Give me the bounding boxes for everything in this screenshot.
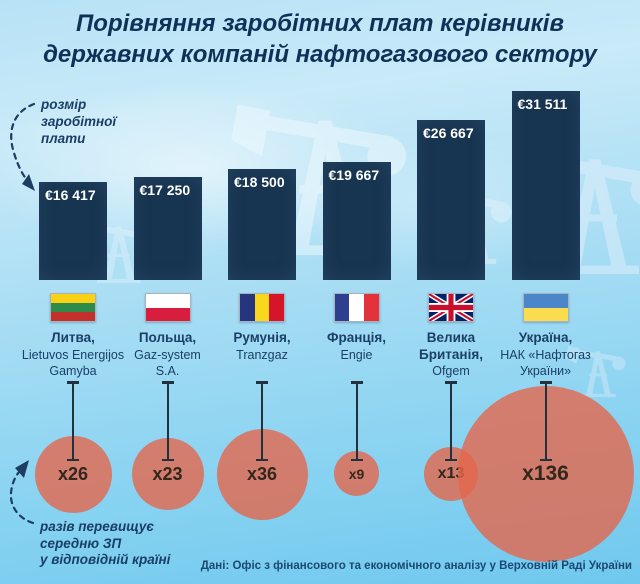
salary-bar: €18 500: [228, 169, 296, 280]
connector-stem: [445, 381, 457, 461]
multiplier-label: x136: [522, 462, 569, 485]
company-name: Gaz-system: [134, 347, 201, 362]
salary-bar: €31 511: [511, 91, 580, 280]
lithuania-flag-icon: [50, 293, 96, 322]
country-name: Литва,: [51, 330, 95, 345]
note-line: плати: [41, 131, 86, 146]
note-line: разів перевищує: [40, 519, 154, 534]
company-name: Gamyba: [49, 363, 97, 378]
note-line: заробітної: [41, 114, 117, 129]
title-line-2: державних компаній нафтогазового сектору: [43, 41, 597, 68]
country-name: Британія,: [419, 346, 483, 362]
column-label: Україна, НАК «Нафтогаз України»: [489, 330, 603, 379]
salary-value-label: €31 511: [517, 96, 568, 112]
company-name: Ofgem: [432, 364, 470, 378]
connector-stem: [256, 381, 268, 461]
salary-value-label: €19 667: [328, 167, 380, 183]
connector-stem: [67, 381, 79, 461]
connector-stem: [350, 381, 363, 461]
country-name: Румунія,: [233, 330, 291, 345]
france-flag-icon: [333, 293, 380, 322]
page-title: Порівняння заробітних плат керівників де…: [0, 8, 640, 70]
salary-size-note: розмір заробітної плати: [41, 96, 116, 147]
column-label: Румунія, Tranzgaz: [205, 330, 319, 363]
salary-value-label: €26 667: [423, 125, 474, 141]
multiplier-label: x9: [348, 466, 365, 482]
country-name: Україна,: [518, 330, 573, 345]
country-name: Польща,: [138, 330, 197, 345]
company-name: S.A.: [155, 363, 180, 378]
multiplier-label: x26: [57, 464, 89, 484]
country-name: Франція,: [326, 330, 387, 345]
salary-value-label: €17 250: [139, 182, 191, 198]
uk-flag-icon: [428, 293, 474, 322]
company-name: Engie: [340, 347, 373, 362]
salary-bar: €17 250: [133, 177, 202, 280]
multiplier-note: разів перевищує середню ЗП у відповідній…: [40, 519, 170, 569]
column-label: Польща, Gaz-system S.A.: [111, 330, 225, 379]
multiplier-label: x23: [152, 464, 183, 484]
poland-flag-icon: [144, 293, 191, 322]
salary-bar: €16 417: [39, 182, 107, 280]
romania-flag-icon: [239, 293, 285, 322]
note-line: у відповідній країні: [40, 552, 171, 567]
salary-value-label: €18 500: [234, 174, 285, 190]
connector-stem: [161, 381, 174, 461]
title-line-1: Порівняння заробітних плат керівників: [76, 10, 564, 37]
chart-column-ukraine: €31 511 Україна, НАК «Нафтогаз України» …: [457, 0, 634, 584]
country-name: Велика: [426, 330, 476, 345]
union-jack-icon: [429, 294, 473, 321]
company-name: Lietuvos Energijos: [21, 347, 125, 362]
note-line: розмір: [41, 97, 87, 112]
column-label: Литва, Lietuvos Energijos Gamyba: [16, 330, 130, 379]
company-name: Tranzgaz: [236, 347, 288, 362]
salary-value-label: €16 417: [45, 187, 96, 203]
data-source: Дані: Офіс з фінансового та економічного…: [200, 560, 632, 572]
note-line: середню ЗП: [40, 535, 122, 551]
multiplier-label: x36: [246, 464, 278, 484]
column-label: Велика Британія, Ofgem: [394, 330, 508, 379]
company-name: НАК «Нафтогаз: [500, 347, 591, 362]
salary-bar: €26 667: [417, 120, 485, 280]
company-name: України»: [519, 363, 572, 378]
column-label: Франція, Engie: [300, 330, 414, 363]
connector-stem: [539, 381, 552, 461]
salary-bar: €19 667: [322, 162, 391, 280]
ukraine-flag-icon: [522, 293, 569, 322]
